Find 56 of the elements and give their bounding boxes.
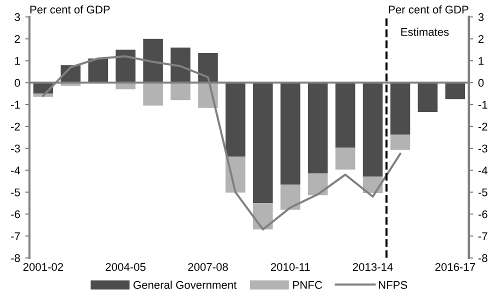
y-tick-label: 0 — [14, 78, 20, 87]
bar — [88, 58, 108, 83]
y-axis-title: Per cent of GDP — [30, 5, 110, 14]
y2-tick-label: -3 — [478, 144, 488, 152]
bar — [226, 82, 246, 156]
y2-axis-title: Per cent of GDP — [388, 5, 468, 14]
bar — [116, 50, 136, 83]
bar — [143, 38, 163, 83]
y-tick-label: -4 — [11, 166, 20, 174]
bar — [170, 82, 190, 100]
bar — [335, 148, 356, 170]
x-tick-label: 2010-11 — [270, 263, 310, 271]
legend-label: PNFC — [293, 281, 322, 289]
bar — [390, 134, 410, 150]
y2-tick-label: -7 — [478, 232, 488, 240]
y2-tick-label: -4 — [478, 166, 488, 174]
y-tick-label: -3 — [11, 144, 20, 152]
y-tick-label: 1 — [15, 57, 20, 65]
bar — [308, 173, 328, 196]
bar — [253, 82, 273, 204]
y-tick-label: -5 — [11, 188, 20, 196]
legend-label: General Government — [133, 280, 237, 289]
bar — [390, 82, 410, 135]
annotation: Estimates — [401, 28, 449, 36]
y2-tick-label: -2 — [478, 122, 488, 130]
y2-tick-label: 2 — [478, 35, 484, 43]
y2-tick-label: 3 — [478, 13, 484, 22]
x-tick-label: 2013-14 — [352, 263, 393, 271]
y2-tick-label: -6 — [478, 210, 488, 218]
y2-tick-label: -5 — [478, 188, 488, 196]
bar — [170, 48, 190, 83]
bar — [362, 82, 383, 177]
x-tick-label: 2016-17 — [435, 263, 476, 271]
bar — [198, 53, 218, 83]
legend-label: NFPS — [378, 281, 408, 289]
y-tick-label: -1 — [11, 100, 20, 109]
bar — [280, 184, 300, 210]
bar — [143, 82, 163, 106]
x-tick-label: 2004-05 — [106, 263, 146, 271]
y2-tick-label: 1 — [478, 57, 484, 65]
x-tick-label: 2007-08 — [188, 263, 228, 271]
bar — [280, 82, 300, 185]
bar — [445, 82, 466, 100]
y-tick-label: 2 — [14, 35, 20, 43]
bar — [418, 82, 438, 112]
x-tick-label: 2001-02 — [23, 263, 64, 271]
y2-tick-label: 0 — [478, 78, 484, 87]
bar — [308, 82, 328, 174]
y-tick-label: -8 — [11, 254, 20, 262]
y-tick-label: -7 — [11, 232, 20, 240]
y-tick-label: 3 — [14, 13, 20, 22]
y-tick-label: -2 — [11, 122, 20, 130]
bar — [335, 82, 356, 148]
y2-tick-label: -8 — [478, 254, 488, 262]
y-tick-label: -6 — [11, 210, 20, 218]
y2-tick-label: -1 — [478, 100, 488, 109]
